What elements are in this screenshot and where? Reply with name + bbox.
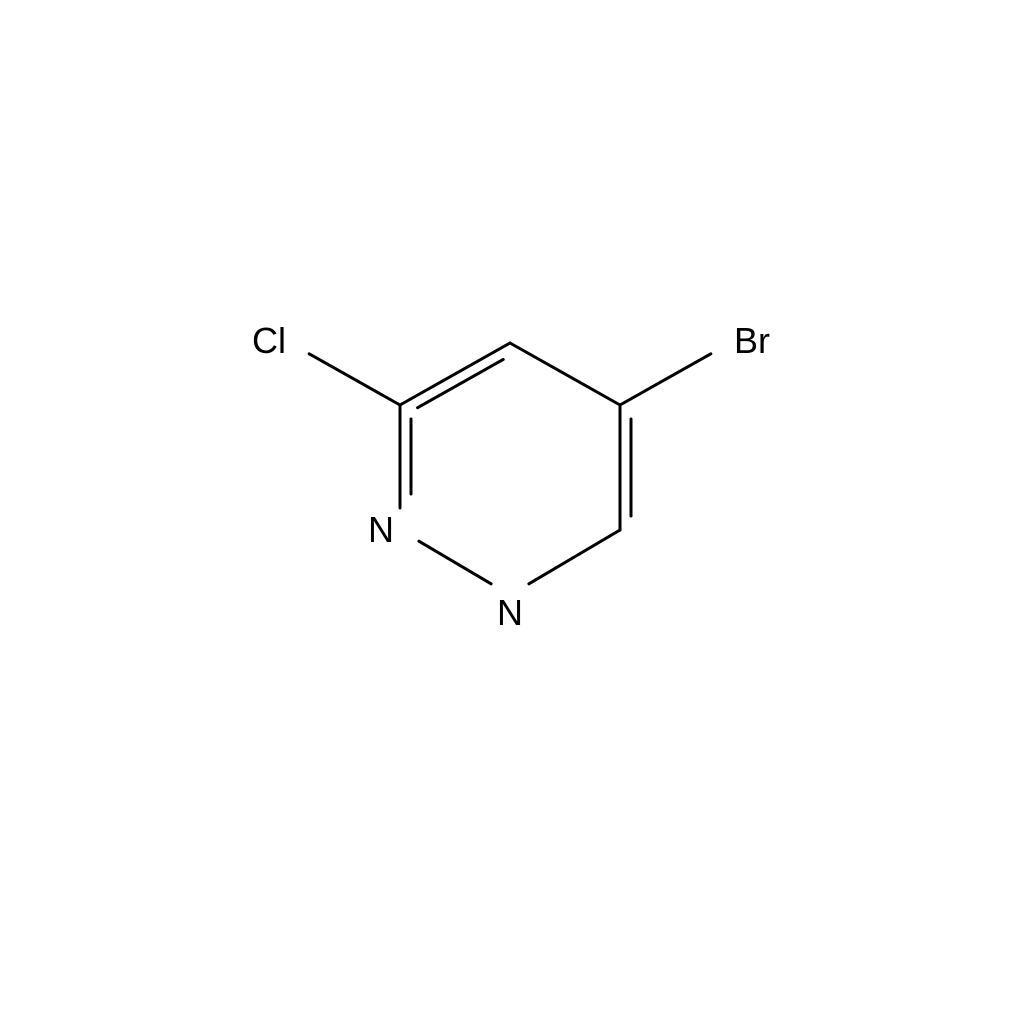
bond-line	[419, 541, 491, 584]
atom-label-n2: N	[368, 509, 394, 550]
molecule-svg: N N Cl Br	[0, 0, 1024, 1024]
bond-line	[309, 354, 400, 405]
atom-label-br: Br	[734, 320, 770, 361]
atom-label-n1: N	[497, 592, 523, 633]
atom-label-cl: Cl	[252, 320, 286, 361]
molecule-canvas: N N Cl Br	[0, 0, 1024, 1024]
bond-line	[400, 343, 510, 405]
bond-line	[620, 354, 711, 405]
bond-line	[510, 343, 620, 405]
bond-line	[529, 530, 620, 584]
bond-line	[418, 359, 504, 407]
